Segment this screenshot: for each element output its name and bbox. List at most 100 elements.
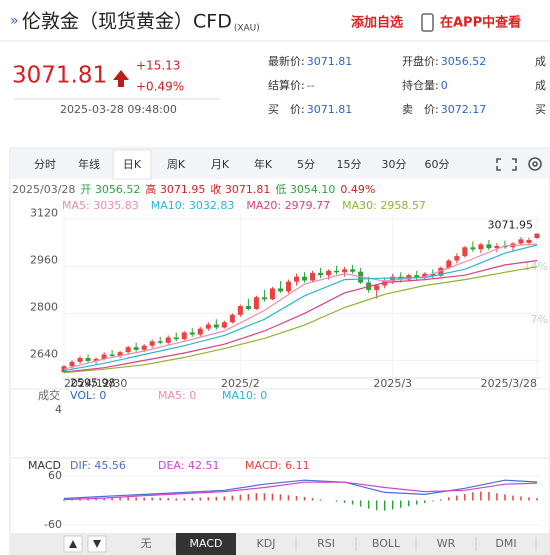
period-tab[interactable]: 60分 (425, 158, 450, 171)
candle-body (229, 314, 235, 323)
fullscreen-icon[interactable] (496, 158, 517, 171)
x-tick-label: 2025/3/28 (481, 377, 537, 390)
add-watchlist[interactable]: 添加自选 (351, 15, 403, 31)
candle-body (494, 245, 500, 249)
candle-body (374, 285, 380, 290)
indicator-tab[interactable]: 无 (141, 537, 152, 550)
candle-body (470, 247, 476, 250)
candle-body (534, 233, 540, 239)
macd-line (63, 481, 538, 501)
ohlc-info: 开 3056.52 (80, 183, 140, 196)
stat-value: 3071.81 (307, 55, 353, 68)
symbol-code: (XAU) (234, 24, 260, 34)
candle-body (173, 337, 179, 340)
candle-body (109, 354, 115, 356)
stat-label: 最新价: (268, 54, 305, 68)
tab-bar (11, 149, 549, 179)
page-title: 伦敦金（现货黄金）CFD (22, 11, 232, 33)
period-tab[interactable]: 5分 (297, 158, 315, 171)
candle-body (269, 288, 275, 300)
candle-body (69, 361, 75, 367)
ma-line (63, 244, 538, 372)
candle-body (165, 337, 171, 343)
stat-label: 结算价: (268, 78, 305, 92)
indicator-tab[interactable]: KDJ (257, 537, 276, 550)
candle-body (350, 269, 356, 272)
settings-icon[interactable] (528, 157, 542, 171)
candle-body (117, 352, 123, 356)
ohlc-info: 低 3054.10 (275, 183, 335, 196)
candle-body (326, 270, 332, 276)
candle-body (486, 244, 492, 249)
period-tab[interactable]: 周K (167, 158, 186, 171)
ma-line (63, 266, 538, 374)
period-tab[interactable]: 15分 (337, 158, 362, 171)
period-tab[interactable]: 年线 (78, 157, 100, 171)
candle-body (213, 324, 219, 328)
macd-legend: DIF: 45.56 (70, 459, 126, 472)
ohlc-info: 高 3071.95 (145, 182, 205, 196)
candle-body (382, 281, 388, 286)
ma-line (63, 260, 538, 373)
ma-legend: MA10: 3032.83 (151, 199, 235, 212)
candle-body (197, 328, 203, 335)
volume-title: 成交 (38, 388, 60, 402)
candle-body (85, 358, 91, 361)
y-tick-label: 2640 (30, 347, 58, 360)
chart-frame (9, 147, 550, 555)
stat-value: 0 (441, 79, 448, 92)
volume-legend: VOL: 0 (70, 389, 106, 402)
ma-legend: MA5: 3035.83 (62, 199, 139, 212)
active-indicator (176, 533, 236, 555)
indicator-tab[interactable]: BOLL (372, 537, 401, 550)
indicator-tab[interactable]: RSI (317, 537, 335, 550)
open-app[interactable]: 在APP中查看 (440, 15, 521, 31)
indicator-tab[interactable]: MACD (190, 537, 223, 550)
volume-tick-label: 4 (55, 403, 62, 416)
period-tab[interactable]: 分时 (34, 158, 56, 171)
ohlc-info: 0.49% (340, 183, 375, 196)
stat-label: 成 (535, 79, 546, 92)
scroll-up-icon (69, 540, 77, 548)
ma-legend: MA20: 2979.77 (246, 199, 330, 212)
y-tick-label: 3120 (30, 206, 58, 219)
stat-label: 成 (535, 55, 546, 68)
ohlc-info: 收 3071.81 (210, 182, 270, 196)
y2-tick-label: 7% (531, 313, 548, 326)
y-tick-label: 2800 (30, 300, 58, 313)
candle-body (334, 270, 340, 273)
stat-label: 开盘价: (402, 54, 439, 68)
price-annotation: 2595.98 (70, 376, 116, 389)
ma-legend: MA30: 2958.57 (342, 199, 426, 212)
macd-legend: DEA: 42.51 (158, 459, 219, 472)
candle-body (141, 345, 147, 350)
stat-label: 买 价: (268, 103, 305, 116)
stat-value: 3071.81 (307, 103, 353, 116)
candle-body (253, 297, 259, 309)
scroll-down-icon (93, 540, 101, 548)
candle-body (302, 276, 308, 281)
ma-line (63, 243, 538, 370)
phone-icon (421, 13, 434, 32)
candle-body (181, 332, 187, 340)
stat-value: 3056.52 (441, 55, 487, 68)
up-arrow (113, 70, 129, 87)
indicator-tab[interactable]: DMI (495, 537, 516, 550)
candle-body (189, 332, 195, 335)
period-tab[interactable]: 30分 (382, 158, 407, 171)
x-tick-label: 2025/2 (221, 377, 260, 390)
candle-body (526, 239, 532, 243)
indicator-tab[interactable]: WR (437, 537, 456, 550)
candle-body (518, 239, 524, 244)
indicator-bar (10, 533, 550, 555)
candle-body (438, 267, 444, 276)
candle-body (390, 276, 396, 282)
candle-body (133, 347, 139, 350)
candle-body (318, 272, 324, 276)
period-tab[interactable]: 年K (254, 157, 273, 171)
period-tab[interactable]: 日K (123, 158, 142, 171)
period-tab[interactable]: 月K (211, 158, 230, 171)
ohlc-info: 2025/03/28 (12, 183, 75, 196)
quote-time: 2025-03-28 09:48:00 (60, 103, 177, 116)
